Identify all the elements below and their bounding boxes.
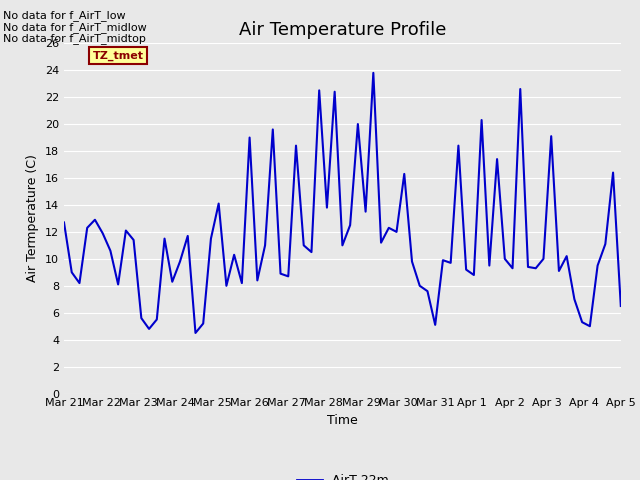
Text: TZ_tmet: TZ_tmet — [93, 50, 144, 60]
Y-axis label: Air Termperature (C): Air Termperature (C) — [26, 155, 39, 282]
Text: No data for f_AirT_low: No data for f_AirT_low — [3, 11, 126, 22]
Text: No data for f_AirT_midlow: No data for f_AirT_midlow — [3, 22, 147, 33]
X-axis label: Time: Time — [327, 414, 358, 427]
Text: No data for f_AirT_midtop: No data for f_AirT_midtop — [3, 33, 146, 44]
Title: Air Temperature Profile: Air Temperature Profile — [239, 21, 446, 39]
Legend: AirT 22m: AirT 22m — [292, 469, 393, 480]
